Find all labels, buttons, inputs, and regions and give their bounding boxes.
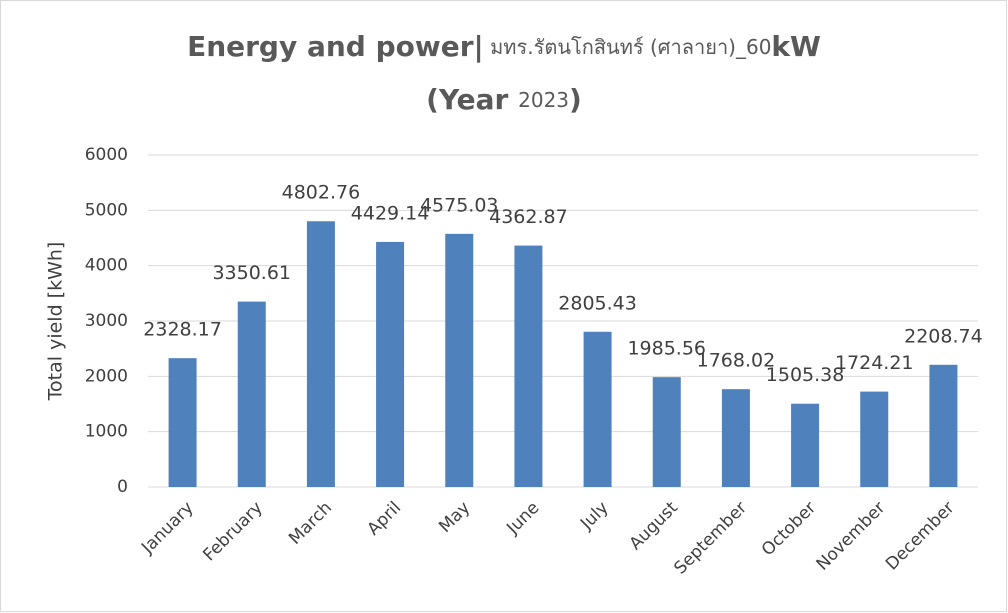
title-part: (Year (426, 83, 518, 116)
bar (791, 403, 820, 487)
chart-title: Energy and power| มทร.รัตนโกสินทร์ (ศาลา… (187, 30, 821, 63)
y-tick-label: 3000 (85, 311, 128, 331)
value-label: 2328.17 (143, 319, 222, 341)
title-part: Energy and power| (187, 30, 484, 63)
value-label: 4429.14 (351, 202, 430, 224)
bar (929, 364, 958, 487)
bar (306, 221, 335, 487)
bar (237, 301, 266, 487)
value-label: 2805.43 (558, 292, 637, 314)
value-label: 1724.21 (835, 352, 914, 374)
value-label: 2208.74 (904, 325, 983, 347)
title-part: ) (569, 83, 582, 116)
bar (721, 389, 750, 487)
y-tick-label: 4000 (85, 256, 128, 276)
chart-title: (Year 2023) (426, 83, 582, 116)
bar (445, 233, 474, 487)
bar (168, 358, 197, 487)
value-label: 4802.76 (282, 182, 361, 204)
bar (583, 331, 612, 487)
value-label: 4362.87 (489, 206, 568, 228)
title-part: มทร.รัตนโกสินทร์ (ศาลายา)_60 (484, 35, 772, 59)
value-label: 4575.03 (420, 194, 499, 216)
bar (652, 377, 681, 487)
value-label: 3350.61 (212, 262, 291, 284)
bar (376, 241, 405, 487)
y-tick-label: 1000 (85, 422, 128, 442)
value-label: 1985.56 (627, 338, 706, 360)
value-label: 1768.02 (697, 350, 776, 372)
bar (860, 391, 889, 487)
bar (514, 245, 543, 487)
y-axis-label: Total yield [kWh] (45, 242, 67, 402)
y-tick-label: 6000 (85, 145, 128, 165)
y-tick-label: 5000 (85, 200, 128, 220)
value-label: 1505.38 (766, 364, 845, 386)
title-part: 2023 (518, 88, 569, 112)
y-tick-label: 0 (117, 477, 128, 497)
title-part: kW (771, 30, 821, 63)
y-tick-label: 2000 (85, 366, 128, 386)
